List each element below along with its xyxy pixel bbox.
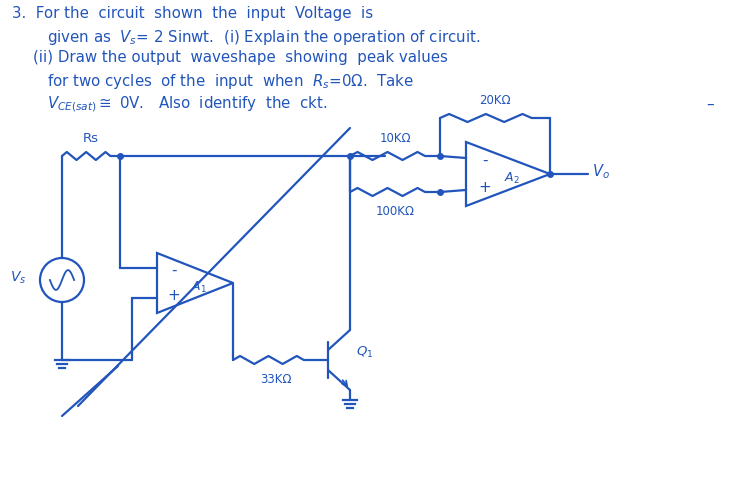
Text: (ii) Draw the output  waveshape  showing  peak values: (ii) Draw the output waveshape showing p… bbox=[14, 50, 448, 65]
Text: $Q_1$: $Q_1$ bbox=[356, 345, 374, 359]
Text: -: - bbox=[482, 153, 488, 168]
Text: given as  $V_s$= 2 Sinwt.  (i) Explain the operation of circuit.: given as $V_s$= 2 Sinwt. (i) Explain the… bbox=[28, 28, 480, 47]
Text: for two cycles  of the  input  when  $R_s$=0$\Omega$.  Take: for two cycles of the input when $R_s$=0… bbox=[28, 72, 414, 91]
Text: 20KΩ: 20KΩ bbox=[479, 94, 511, 107]
Text: 3.  For the  circuit  shown  the  input  Voltage  is: 3. For the circuit shown the input Volta… bbox=[12, 6, 373, 21]
Text: $V_o$: $V_o$ bbox=[592, 163, 610, 181]
Text: Rs: Rs bbox=[83, 132, 99, 145]
Text: 33KΩ: 33KΩ bbox=[260, 373, 291, 386]
Text: $A_1$: $A_1$ bbox=[191, 280, 207, 295]
Text: -: - bbox=[172, 263, 177, 278]
Text: 10KΩ: 10KΩ bbox=[379, 132, 410, 145]
Text: +: + bbox=[479, 180, 491, 195]
Text: $V_s$: $V_s$ bbox=[10, 270, 26, 286]
Text: 100KΩ: 100KΩ bbox=[375, 205, 414, 218]
Text: $V_{CE(sat)}$$\cong$ 0V.   Also  identify  the  ckt.: $V_{CE(sat)}$$\cong$ 0V. Also identify t… bbox=[28, 94, 327, 114]
Text: –: – bbox=[706, 97, 714, 111]
Text: +: + bbox=[168, 288, 181, 303]
Text: $A_2$: $A_2$ bbox=[504, 171, 520, 186]
